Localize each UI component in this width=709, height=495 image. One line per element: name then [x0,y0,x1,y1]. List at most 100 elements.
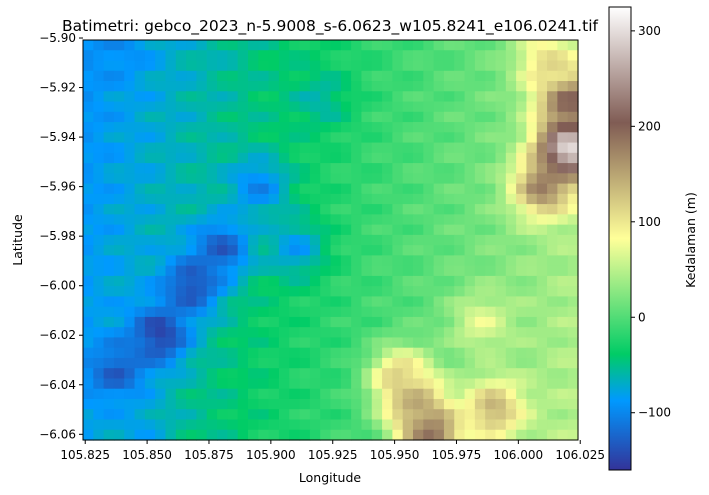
heatmap-cell [268,419,280,431]
heatmap-cell [433,132,445,144]
heatmap-cell [83,163,94,174]
heatmap-cell [505,409,517,421]
heatmap-cell [371,70,383,82]
heatmap-cell [392,81,404,92]
heatmap-cell [495,50,507,62]
heatmap-cell [248,429,259,441]
heatmap-cell [382,142,393,154]
heatmap-cell [505,368,517,380]
heatmap-cell [320,388,332,400]
heatmap-cell [289,50,301,62]
heatmap-cell [371,429,383,441]
heatmap-cell [526,122,538,133]
heatmap-cell [382,122,393,133]
heatmap-cell [505,81,517,92]
heatmap-cell [309,132,321,144]
heatmap-cell [351,255,363,267]
heatmap-cell [340,327,352,339]
heatmap-cell [392,245,404,256]
heatmap-cell [93,152,105,164]
heatmap-cell [474,429,486,441]
heatmap-cell [83,40,94,51]
heatmap-cell [186,50,198,62]
heatmap-cell [278,70,290,82]
heatmap-cell [144,142,156,154]
heatmap-cell [423,378,435,390]
heatmap-cell [526,357,538,369]
heatmap-cell [433,111,445,123]
heatmap-cell [485,398,497,410]
heatmap-cell [557,255,569,267]
heatmap-cell [330,429,342,441]
heatmap-cell [443,183,455,195]
heatmap-cell [567,40,579,51]
heatmap-cell [361,275,373,287]
heatmap-cell [464,368,476,380]
heatmap-cell [165,368,177,380]
heatmap-cell [495,378,507,390]
heatmap-cell [217,224,228,236]
heatmap-cell [505,152,517,164]
heatmap-cell [351,183,363,195]
heatmap-cell [278,163,290,174]
heatmap-cell [278,122,290,133]
heatmap-cell [443,337,455,349]
heatmap-cell [330,296,342,308]
heatmap-cell [340,368,352,380]
heatmap-cell [309,122,321,133]
heatmap-cell [402,275,414,287]
heatmap-cell [443,378,455,390]
heatmap-cell [144,409,156,421]
heatmap-cell [103,111,115,123]
heatmap-cell [103,296,115,308]
heatmap-cell [495,368,507,380]
heatmap-cell [289,132,301,144]
heatmap-cell [196,152,208,164]
heatmap-cell [93,286,105,298]
heatmap-cell [392,347,404,359]
heatmap-cell [113,193,125,205]
heatmap-cell [113,265,125,277]
heatmap-cell [227,234,239,246]
heatmap-cell [196,347,208,359]
heatmap-cell [505,286,517,298]
heatmap-cell [299,183,311,195]
heatmap-cell [402,419,414,431]
heatmap-cell [124,101,136,113]
heatmap-cell [124,40,136,51]
heatmap-cell [248,296,259,308]
heatmap-cell [258,357,270,369]
heatmap-cell [320,429,332,441]
heatmap-cell [567,163,579,174]
heatmap-cell [382,132,393,144]
heatmap-cell [227,316,239,328]
heatmap-cell [413,316,424,328]
heatmap-cell [206,429,218,441]
heatmap-cell [557,224,569,236]
heatmap-cell [113,163,125,174]
heatmap-cell [567,255,579,267]
heatmap-cell [516,50,528,62]
heatmap-cell [505,306,517,318]
heatmap-cell [330,265,342,277]
heatmap-cell [186,81,198,92]
heatmap-cell [268,327,280,339]
heatmap-cell [474,40,486,51]
heatmap-cell [83,337,94,349]
heatmap-cell [516,296,528,308]
heatmap-cell [464,224,476,236]
heatmap-cell [309,398,321,410]
heatmap-cell [382,245,393,256]
heatmap-cell [505,214,517,226]
heatmap-cell [103,81,115,92]
heatmap-cell [526,286,538,298]
heatmap-cell [217,409,228,421]
heatmap-cell [423,50,435,62]
heatmap-cell [361,152,373,164]
x-tick-label: 106.025 [555,448,605,462]
heatmap-cell [330,234,342,246]
heatmap-cell [485,327,497,339]
heatmap-cell [113,173,125,185]
heatmap-cell [557,111,569,123]
heatmap-cell [454,91,466,103]
